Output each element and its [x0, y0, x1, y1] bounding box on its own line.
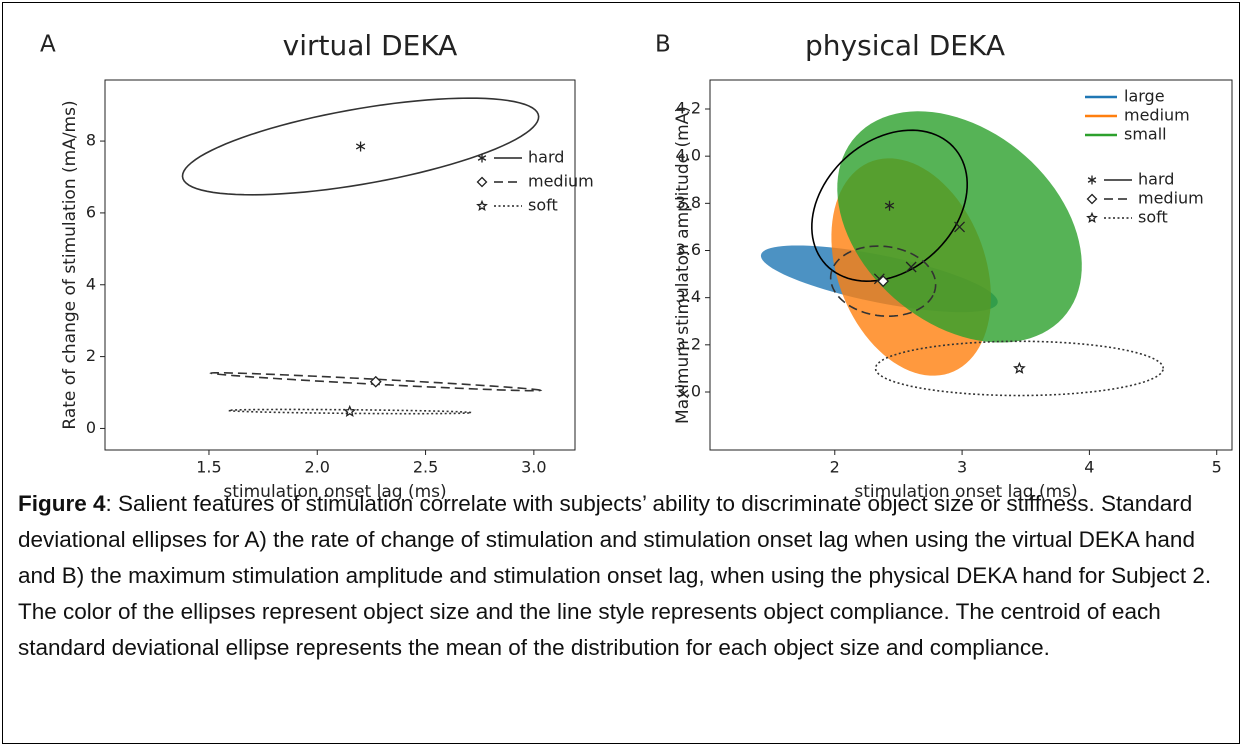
plot-frame: [709, 79, 1233, 451]
legend-marker: [476, 176, 488, 188]
centroid-marker: [355, 141, 366, 152]
legend-marker: [477, 153, 487, 163]
legend-label: medium: [1138, 189, 1204, 208]
ellipse: [829, 245, 937, 318]
ellipse: [226, 408, 473, 415]
legend-marker: [1086, 211, 1098, 224]
y-tick-label: 3.4: [676, 287, 701, 306]
panel-label: A: [40, 32, 56, 58]
y-tick-label: 0: [86, 418, 96, 437]
caption-text: : Salient features of stimulation correl…: [18, 491, 1212, 660]
legend-label: soft: [528, 196, 558, 215]
plot-frame: [104, 79, 576, 451]
panel-label: B: [655, 32, 671, 58]
chart-title: virtual DEKA: [283, 29, 458, 62]
chart-title: physical DEKA: [805, 29, 1005, 62]
legend-label: hard: [528, 148, 564, 167]
x-axis-label: stimulation onset lag (ms): [854, 482, 1077, 502]
centroid-marker: [369, 375, 382, 388]
centroid-marker: [884, 200, 895, 211]
x-tick-label: 4: [1084, 458, 1094, 477]
legend-label: large: [1124, 87, 1165, 106]
y-tick-label: 4.2: [676, 99, 701, 118]
ellipse: [181, 97, 540, 196]
legend-label: medium: [1124, 106, 1190, 125]
legend-marker: [1086, 193, 1098, 205]
x-tick-label: 3.0: [521, 458, 546, 477]
legend-label: medium: [528, 172, 594, 191]
ellipse: [209, 371, 543, 392]
ellipse: [811, 129, 969, 282]
centroid-marker: [954, 221, 966, 233]
legend-marker: [476, 199, 488, 212]
y-axis-label: Maximum stimulaton amplitude (mA): [673, 106, 693, 424]
x-tick-label: 5: [1212, 458, 1222, 477]
y-tick-label: 2: [86, 346, 96, 365]
y-tick-label: 3.2: [676, 334, 701, 353]
y-tick-label: 3.6: [676, 240, 701, 259]
x-tick-label: 1.5: [196, 458, 221, 477]
x-tick-label: 3: [957, 458, 967, 477]
y-tick-label: 6: [86, 202, 96, 221]
x-tick-label: 2.5: [413, 458, 438, 477]
y-tick-label: 8: [86, 131, 96, 150]
legend-label: hard: [1138, 170, 1174, 189]
legend-label: soft: [1138, 208, 1168, 227]
y-tick-label: 4.0: [676, 146, 701, 165]
centroid-marker: [905, 261, 917, 273]
centroid-marker: [1013, 361, 1026, 374]
y-tick-label: 3.0: [676, 381, 701, 400]
y-tick-label: 3.8: [676, 193, 701, 212]
ellipse: [874, 340, 1165, 397]
legend-marker: [1087, 175, 1097, 185]
caption-label: Figure 4: [18, 491, 106, 516]
y-tick-label: 4: [86, 274, 96, 293]
legend-label: small: [1124, 125, 1167, 144]
centroid-marker: [343, 404, 357, 417]
centroid-marker: [877, 275, 890, 288]
x-axis-label: stimulation onset lag (ms): [223, 482, 446, 502]
caption: Figure 4: Salient features of stimulatio…: [18, 486, 1230, 666]
x-tick-label: 2.0: [305, 458, 330, 477]
y-axis-label: Rate of change of stimulation (mA/ms): [60, 100, 80, 429]
x-tick-label: 2: [830, 458, 840, 477]
